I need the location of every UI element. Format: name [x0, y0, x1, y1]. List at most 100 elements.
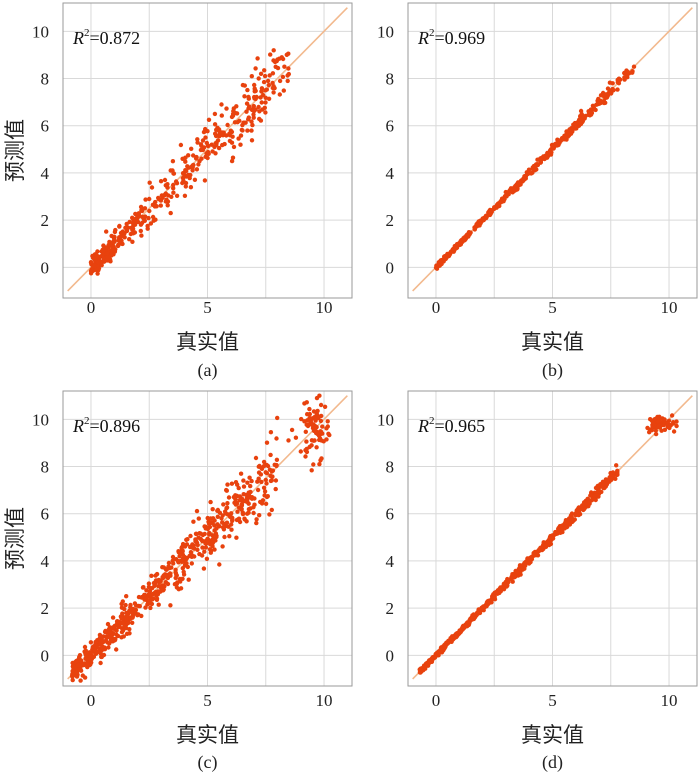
scatter-point [517, 567, 522, 572]
scatter-point [193, 531, 199, 536]
scatter-point [198, 531, 203, 536]
scatter-point [622, 77, 627, 82]
scatter-point [183, 168, 188, 173]
scatter-point [234, 104, 239, 109]
y-tick-label: 8 [41, 458, 50, 477]
scatter-point [224, 488, 229, 493]
scatter-point [89, 267, 94, 273]
panel-caption: (b) [542, 360, 563, 381]
scatter-point [251, 103, 256, 109]
scatter-point [122, 606, 127, 612]
x-tick-label: 10 [316, 298, 333, 317]
r2-value: =0.872 [90, 28, 141, 48]
scatter-point [645, 425, 650, 431]
scatter-point [246, 115, 251, 120]
scatter-point [195, 542, 200, 548]
scatter-point [194, 508, 200, 514]
scatter-point [581, 507, 586, 513]
scatter-point [320, 431, 325, 436]
r-squared-annotation: R2=0.969 [417, 27, 485, 48]
x-tick-label: 10 [661, 298, 678, 317]
scatter-point [82, 675, 88, 680]
scatter-point [522, 560, 527, 566]
scatter-point [483, 213, 489, 218]
scatter-point [123, 625, 129, 631]
scatter-point [148, 605, 153, 611]
scatter-point [252, 89, 257, 94]
plot-frame [407, 390, 698, 687]
scatter-point [107, 641, 112, 646]
y-tick-label: 2 [386, 211, 395, 230]
scatter-point [200, 138, 206, 143]
scatter-point [178, 550, 183, 555]
scatter-point [264, 440, 270, 445]
scatter-point [497, 203, 502, 209]
scatter-point [150, 597, 155, 602]
scatter-point [239, 507, 244, 512]
scatter-point [238, 133, 244, 138]
scatter-point [147, 180, 152, 185]
scatter-point [219, 102, 224, 107]
scatter-point [184, 542, 190, 547]
scatter-point [309, 420, 314, 426]
scatter-point [231, 144, 237, 150]
scatter-point [179, 545, 184, 551]
scatter-point [159, 193, 164, 198]
scatter-point [88, 271, 94, 276]
y-tick-label: 2 [41, 599, 50, 618]
scatter-point [502, 196, 507, 202]
plot-frame [62, 2, 353, 299]
scatter-point [202, 549, 207, 554]
scatter-point [127, 237, 132, 242]
scatter-point [311, 424, 316, 430]
scatter-point [109, 251, 115, 256]
scatter-point [109, 629, 114, 635]
scatter-point [141, 217, 147, 222]
scatter-point [254, 94, 259, 100]
scatter-point [192, 177, 198, 182]
scatter-point [130, 620, 135, 625]
scatter-point [220, 513, 225, 518]
plot-frame [407, 2, 698, 299]
scatter-point [123, 602, 128, 608]
scatter-point [197, 159, 202, 164]
scatter-point [262, 489, 268, 494]
x-tick-label: 5 [203, 691, 212, 710]
scatter-point [170, 159, 176, 164]
scatter-point [117, 223, 122, 229]
scatter-point [186, 577, 191, 582]
scatter-point [253, 455, 259, 461]
scatter-point [263, 501, 269, 506]
scatter-point [241, 484, 247, 489]
scatter-point [224, 106, 229, 111]
scatter-point [281, 88, 286, 93]
scatter-point [81, 662, 87, 668]
scatter-point [77, 658, 82, 663]
scatter-point [319, 456, 324, 461]
scatter-point [147, 196, 152, 202]
scatter-point [174, 581, 179, 587]
scatter-point [273, 478, 279, 483]
scatter-point [168, 210, 173, 216]
scatter-point [180, 175, 186, 181]
scatter-point [576, 512, 581, 518]
y-tick-label: 0 [41, 646, 50, 665]
scatter-point [275, 65, 281, 71]
r-squared-annotation: R2=0.896 [72, 415, 140, 436]
scatter-point [521, 176, 526, 181]
scatter-point [186, 153, 191, 158]
scatter-point [250, 122, 255, 128]
scatter-point [237, 498, 242, 503]
scatter-point [203, 135, 208, 140]
scatter-point [246, 507, 252, 512]
scatter-point [125, 611, 131, 617]
scatter-point [164, 572, 169, 578]
scatter-point [133, 211, 138, 217]
scatter-point [255, 479, 260, 484]
scatter-point [436, 650, 441, 655]
scatter-point [140, 585, 146, 590]
panel-caption: (d) [542, 752, 563, 773]
scatter-point [110, 638, 115, 643]
scatter-point [165, 203, 170, 208]
scatter-point [239, 503, 245, 508]
